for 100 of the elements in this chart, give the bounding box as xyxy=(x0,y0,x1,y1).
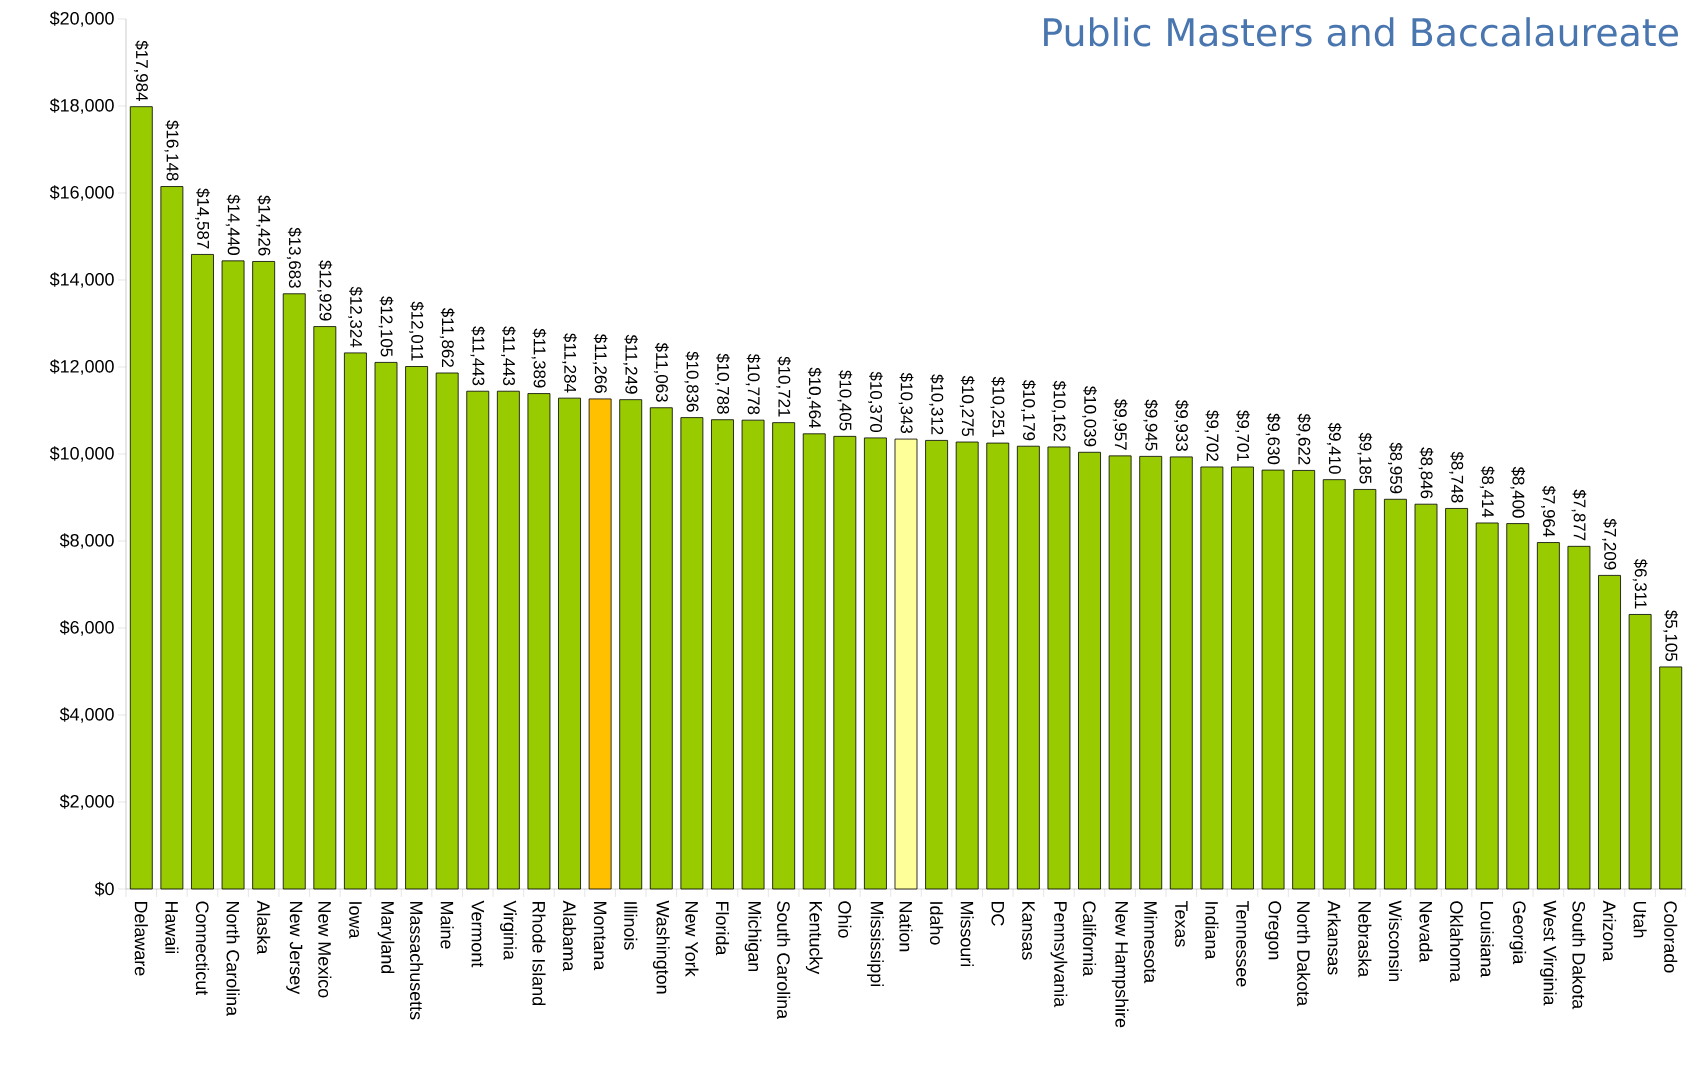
bar xyxy=(129,106,153,890)
data-label: $12,105 xyxy=(378,296,394,357)
data-label: $7,964 xyxy=(1541,485,1556,537)
x-tick-label: Alabama xyxy=(562,900,577,972)
x-tick-label: Indiana xyxy=(1205,902,1219,960)
bar xyxy=(1384,498,1407,890)
data-label: $7,209 xyxy=(1602,518,1617,570)
bar xyxy=(680,417,704,890)
x-tick-label: Oklahoma xyxy=(1450,901,1464,983)
data-label: $10,275 xyxy=(959,375,975,437)
data-label: $10,836 xyxy=(684,351,700,412)
x-tick-label: Kansas xyxy=(1022,901,1035,960)
data-label: $10,039 xyxy=(1082,386,1097,447)
bar xyxy=(374,362,398,890)
data-label: $10,788 xyxy=(715,353,730,414)
data-label: $10,370 xyxy=(868,371,883,433)
x-tick-label: Tennessee xyxy=(1236,900,1249,987)
data-label: $9,957 xyxy=(1112,399,1128,450)
x-tick-label: Maine xyxy=(440,901,454,949)
bar xyxy=(1536,542,1560,890)
bar xyxy=(435,372,459,890)
x-tick-label: Mississippi xyxy=(867,901,884,986)
x-tick-label: Virginia xyxy=(500,900,517,960)
x-tick-label: Idaho xyxy=(930,902,944,945)
data-label: $11,249 xyxy=(623,334,639,394)
x-tick-label: Utah xyxy=(1633,901,1647,938)
x-tick-label: North Carolina xyxy=(226,901,240,1017)
y-tick-label: $18,000 xyxy=(49,98,114,114)
bar xyxy=(1628,614,1652,890)
bar xyxy=(1475,522,1499,890)
data-label: $8,846 xyxy=(1418,447,1434,499)
bar xyxy=(619,399,643,890)
y-tick-label: $0 xyxy=(94,881,114,897)
data-label: $16,148 xyxy=(164,120,180,181)
bar xyxy=(1078,451,1101,890)
bar xyxy=(160,186,184,890)
x-tick-label: California xyxy=(1082,901,1097,977)
bar xyxy=(925,440,948,890)
data-label: $9,630 xyxy=(1265,413,1281,465)
data-label: $10,251 xyxy=(990,376,1006,438)
x-tick-label: Washington xyxy=(652,900,670,994)
x-tick-label: Maryland xyxy=(377,901,395,974)
bar xyxy=(1659,666,1683,890)
x-tick-label: New York xyxy=(685,901,699,977)
bar xyxy=(558,397,581,890)
bar xyxy=(496,390,520,890)
bar xyxy=(955,441,979,890)
data-label: $11,063 xyxy=(653,342,669,402)
data-label: $8,959 xyxy=(1388,442,1403,494)
bar xyxy=(741,419,765,890)
bar xyxy=(1169,456,1193,890)
bar xyxy=(405,366,428,890)
y-tick-label: $12,000 xyxy=(49,359,114,375)
data-label: $9,185 xyxy=(1357,432,1373,484)
x-tick-label: Vermont xyxy=(471,900,485,968)
bar xyxy=(1047,446,1071,890)
bar xyxy=(1506,523,1530,890)
data-label: $17,984 xyxy=(133,40,149,101)
x-tick-label: Massachusetts xyxy=(410,901,424,1020)
x-tick-label: Ohio xyxy=(838,901,852,938)
x-tick-label: New Mexico xyxy=(318,901,332,998)
bar xyxy=(986,442,1010,890)
x-tick-label: North Dakota xyxy=(1297,901,1311,1007)
y-tick-label: $16,000 xyxy=(49,185,114,201)
bar xyxy=(1445,508,1468,890)
bar xyxy=(1353,489,1377,890)
x-tick-label: Hawaii xyxy=(165,901,179,954)
y-tick-label: $2,000 xyxy=(59,794,114,810)
x-tick-label: Illinois xyxy=(624,902,638,950)
bar xyxy=(1567,545,1591,890)
chart-subtitle: Public Masters and Baccalaureate xyxy=(1044,17,1678,47)
data-label: $11,284 xyxy=(562,333,577,393)
x-tick-label: Georgia xyxy=(1509,901,1527,965)
data-label: $11,443 xyxy=(501,326,516,386)
data-label: $10,162 xyxy=(1051,380,1067,441)
bar xyxy=(313,326,337,890)
bar xyxy=(711,419,734,890)
x-tick-label: Nebraska xyxy=(1358,901,1372,978)
data-label: $10,778 xyxy=(745,353,761,415)
y-tick-label: $14,000 xyxy=(49,272,114,288)
data-label: $12,324 xyxy=(348,286,363,348)
data-label: $7,877 xyxy=(1571,489,1587,541)
bar xyxy=(252,261,276,890)
y-tick-label: $10,000 xyxy=(49,446,114,462)
data-label: $10,464 xyxy=(806,367,822,429)
data-label: $9,410 xyxy=(1326,422,1342,474)
x-tick-label: Iowa xyxy=(349,902,362,939)
bar xyxy=(802,433,826,890)
data-label: $10,721 xyxy=(776,356,791,417)
bar xyxy=(1016,445,1040,890)
bar xyxy=(649,407,673,890)
bar xyxy=(1108,455,1132,890)
data-label: $9,701 xyxy=(1235,410,1250,461)
bar xyxy=(772,422,796,890)
bar xyxy=(1200,466,1224,890)
bar xyxy=(282,293,306,890)
data-label: $14,440 xyxy=(225,194,241,255)
data-label: $9,702 xyxy=(1204,410,1220,461)
bar xyxy=(833,435,857,890)
data-label: $14,587 xyxy=(195,188,210,249)
